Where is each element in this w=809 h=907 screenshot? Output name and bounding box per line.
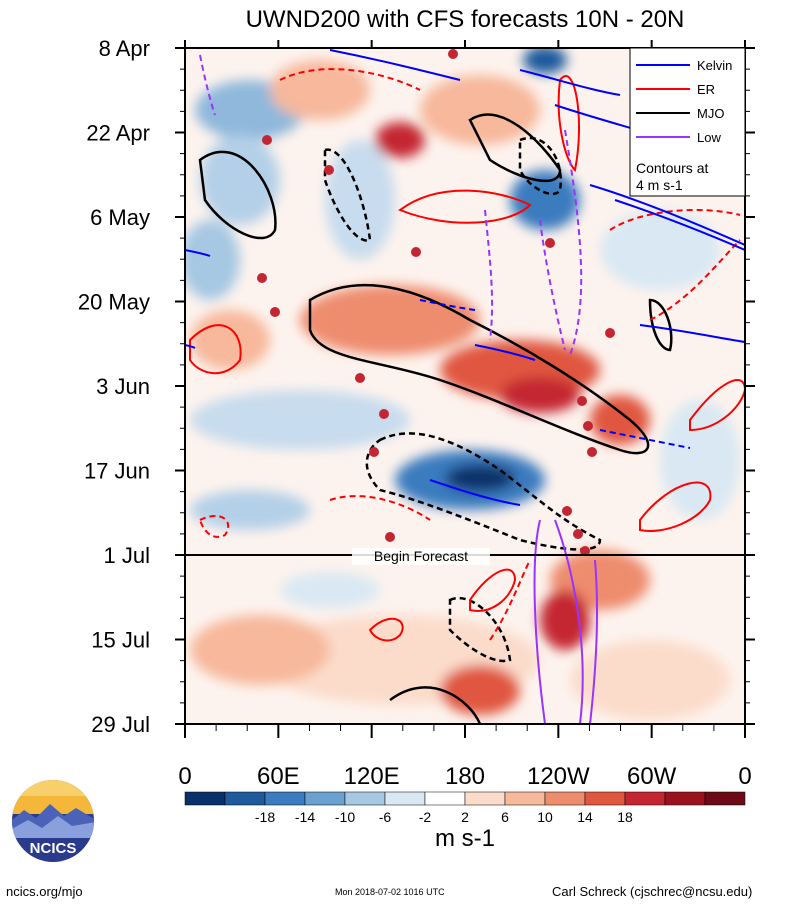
footer-source: ncics.org/mjo [6, 884, 83, 899]
colorbar-swatch [704, 791, 746, 806]
x-tick-label: 0 [738, 763, 751, 790]
storm-markers [257, 49, 615, 556]
colorbar-swatch [624, 791, 666, 806]
colorbar-swatch [424, 791, 466, 806]
logo-text: NCICS [30, 840, 77, 857]
colorbar-swatch [584, 791, 626, 806]
colorbar-tick-label: 14 [577, 809, 593, 825]
colorbar-tick-label: -10 [335, 809, 355, 825]
colorbar-tick-label: -14 [295, 809, 315, 825]
colorbar-swatch [184, 791, 226, 806]
y-tick-label: 22 Apr [86, 121, 150, 146]
footer-author: Carl Schreck (cjschrec@ncsu.edu) [552, 884, 753, 899]
y-tick-label: 3 Jun [96, 374, 150, 399]
colorbar-swatch [544, 791, 586, 806]
legend-note-line1: Contours at [636, 160, 708, 176]
colorbar-swatch [664, 791, 706, 806]
colorbar-tick-label: 6 [501, 809, 509, 825]
storm-marker [257, 49, 615, 556]
colorbar-swatch [264, 791, 306, 806]
low-contours [199, 54, 599, 724]
legend-note-line2: 4 m s-1 [636, 177, 683, 193]
y-tick-label: 8 Apr [99, 36, 150, 61]
colorbar-swatch [384, 791, 426, 806]
colorbar-swatch [344, 791, 386, 806]
colorbar-tick-label: 2 [461, 809, 469, 825]
kelvin-contours [185, 49, 745, 506]
x-tick-label: 180 [445, 763, 485, 790]
colorbar-swatch [464, 791, 506, 806]
legend-label: Low [697, 130, 721, 145]
forecast-label: Begin Forecast [374, 548, 468, 564]
x-axis: 0 60E 120E 180 120W 60W 0 [178, 40, 752, 790]
legend-label: MJO [697, 106, 724, 121]
colorbar-tick-label: -6 [379, 809, 392, 825]
legend-label: ER [697, 82, 715, 97]
colorbar: -18 -14 -10 -6 -2 2 6 10 14 18 [184, 791, 746, 825]
x-tick-label: 120W [527, 763, 590, 790]
y-tick-label: 6 May [90, 205, 150, 230]
contour-overlays [185, 49, 745, 724]
colorbar-tick-label: -2 [419, 809, 432, 825]
footer-timestamp: Mon 2018-07-02 1016 UTC [335, 887, 445, 897]
y-tick-label: 29 Jul [91, 712, 150, 737]
colorbar-tick-label: 18 [617, 809, 633, 825]
x-tick-label: 60W [627, 763, 677, 790]
colorbar-tick-label: 10 [537, 809, 553, 825]
legend: Kelvin ER MJO Low Contours at 4 m s-1 [629, 47, 746, 197]
x-tick-label: 60E [257, 763, 300, 790]
x-tick-label: 120E [344, 763, 400, 790]
ncics-mountain-logo-icon: NCICS [12, 780, 94, 862]
legend-label: Kelvin [697, 58, 732, 73]
y-tick-label: 1 Jul [104, 543, 150, 568]
colorbar-swatch [504, 791, 546, 806]
colorbar-unit: m s-1 [435, 825, 495, 852]
colorbar-tick-label: -18 [255, 809, 275, 825]
colorbar-swatch [304, 791, 346, 806]
y-tick-label: 20 May [78, 290, 150, 315]
x-tick-label: 0 [178, 763, 191, 790]
er-contours [189, 68, 745, 642]
colorbar-swatch [224, 791, 266, 806]
y-tick-label: 17 Jun [84, 459, 150, 484]
chart-title: UWND200 with CFS forecasts 10N - 20N [246, 6, 685, 33]
y-axis: 8 Apr 22 Apr 6 May 20 May 3 Jun 17 Jun 1 Jul 15… [78, 36, 755, 737]
y-tick-label: 15 Jul [91, 628, 150, 653]
